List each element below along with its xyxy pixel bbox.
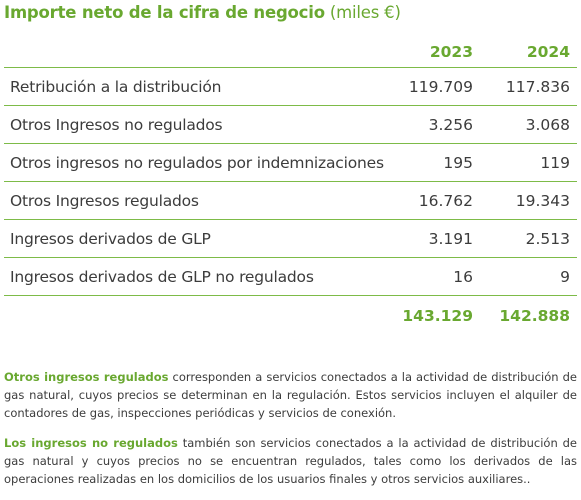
row-label: Ingresos derivados de GLP no regulados — [10, 268, 314, 286]
row-label: Ingresos derivados de GLP — [10, 230, 211, 248]
footnote-text: también son servicios conectados a la ac… — [4, 436, 577, 486]
row-label: Retribución a la distribución — [10, 78, 222, 96]
row-value-2023: 195 — [443, 154, 473, 172]
row-label: Otros Ingresos regulados — [10, 192, 199, 210]
column-header-2023: 2023 — [429, 43, 473, 61]
row-value-2023: 3.191 — [428, 230, 473, 248]
table-row: Retribución a la distribución 119.709 11… — [4, 68, 577, 106]
table-row: Otros Ingresos no regulados 3.256 3.068 — [4, 106, 577, 144]
footnote-text: corresponden a servicios conectados a la… — [4, 370, 577, 420]
revenue-table: 2023 2024 Retribución a la distribución … — [4, 36, 577, 332]
total-value-2024: 142.888 — [499, 307, 570, 325]
row-label: Otros Ingresos no regulados — [10, 116, 223, 134]
table-row: Ingresos derivados de GLP 3.191 2.513 — [4, 220, 577, 258]
column-header-2024: 2024 — [526, 43, 570, 61]
row-value-2023: 16 — [453, 268, 473, 286]
row-value-2023: 119.709 — [408, 78, 473, 96]
row-value-2024: 3.068 — [525, 116, 570, 134]
title-main: Importe neto de la cifra de negocio — [4, 3, 325, 22]
row-value-2024: 119 — [540, 154, 570, 172]
row-label: Otros ingresos no regulados por indemniz… — [10, 154, 384, 172]
table-row: Otros ingresos no regulados por indemniz… — [4, 144, 577, 182]
page-title: Importe neto de la cifra de negocio (mil… — [4, 2, 401, 24]
row-value-2024: 117.836 — [505, 78, 570, 96]
footnote-lead: Otros ingresos regulados — [4, 370, 169, 384]
footnote-non-regulated: Los ingresos no regulados también son se… — [4, 434, 577, 488]
title-unit: (miles €) — [329, 3, 401, 22]
total-value-2023: 143.129 — [402, 307, 473, 325]
row-value-2023: 16.762 — [418, 192, 473, 210]
footnote-regulated: Otros ingresos regulados corresponden a … — [4, 368, 577, 422]
table-row: Otros Ingresos regulados 16.762 19.343 — [4, 182, 577, 220]
table-row: Ingresos derivados de GLP no regulados 1… — [4, 258, 577, 296]
table-header-row: 2023 2024 — [4, 36, 577, 68]
table-total-row: 143.129 142.888 — [4, 296, 577, 332]
row-value-2024: 2.513 — [525, 230, 570, 248]
row-value-2024: 19.343 — [515, 192, 570, 210]
footnote-lead: Los ingresos no regulados — [4, 436, 178, 450]
footnotes: Otros ingresos regulados corresponden a … — [4, 368, 577, 500]
row-value-2023: 3.256 — [428, 116, 473, 134]
row-value-2024: 9 — [560, 268, 570, 286]
